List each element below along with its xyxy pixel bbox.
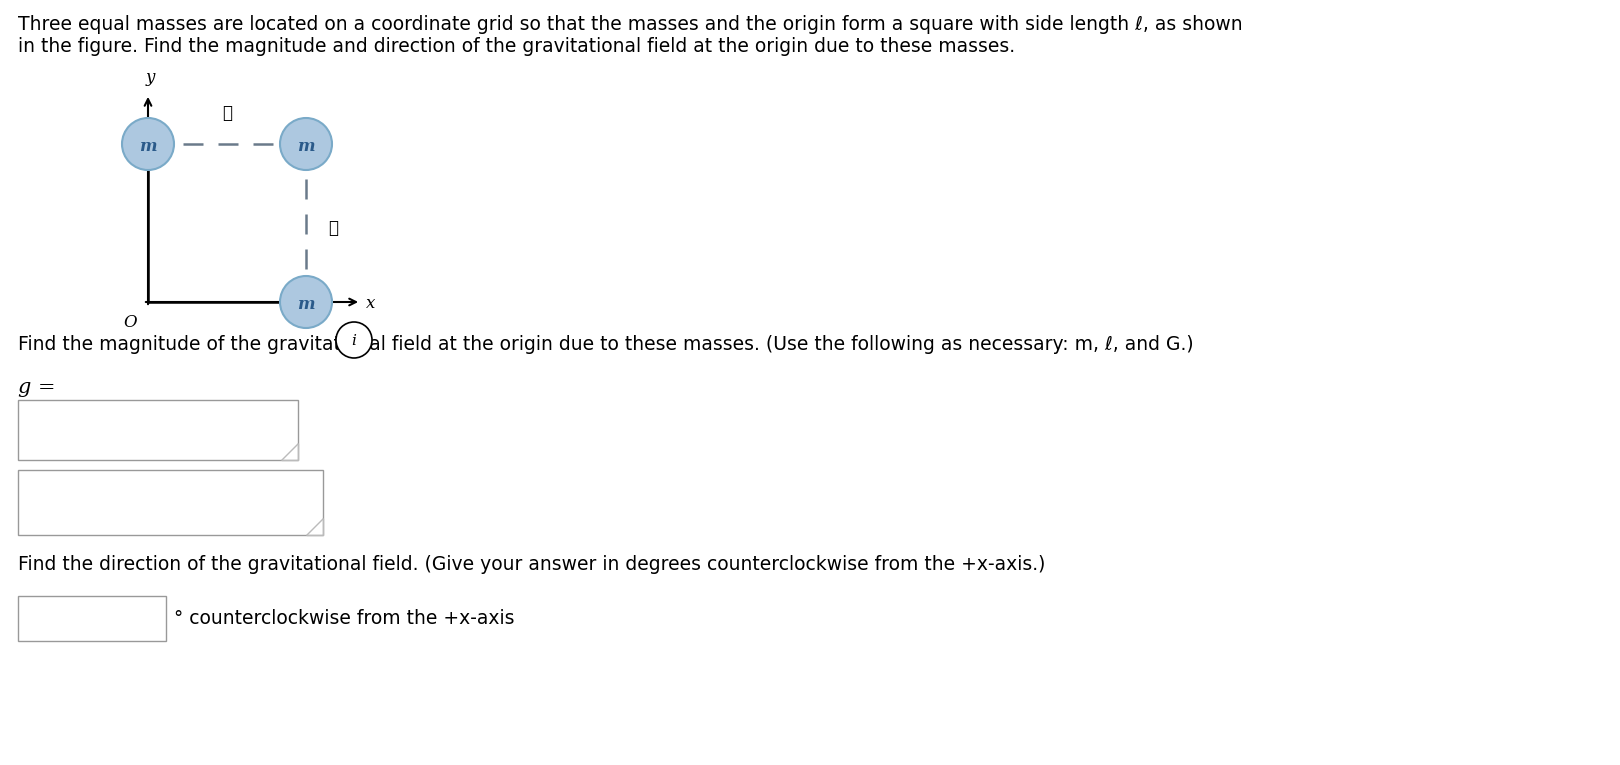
Circle shape <box>122 118 173 170</box>
Text: ℓ: ℓ <box>222 105 232 122</box>
Text: y: y <box>146 69 154 86</box>
Text: Three equal masses are located on a coordinate grid so that the masses and the o: Three equal masses are located on a coor… <box>18 15 1243 56</box>
Bar <box>18 400 298 460</box>
Text: m: m <box>139 138 157 155</box>
Text: i: i <box>352 334 356 348</box>
Text: Find the magnitude of the gravitational field at the origin due to these masses.: Find the magnitude of the gravitational … <box>18 335 1194 354</box>
Text: g =: g = <box>18 378 55 397</box>
Text: m: m <box>296 138 314 155</box>
Text: O: O <box>123 314 136 331</box>
Circle shape <box>335 322 373 358</box>
Circle shape <box>280 118 332 170</box>
Text: Find the direction of the gravitational field. (Give your answer in degrees coun: Find the direction of the gravitational … <box>18 555 1045 574</box>
Text: ℓ: ℓ <box>327 220 339 236</box>
Text: m: m <box>296 295 314 312</box>
Circle shape <box>280 276 332 328</box>
Text: x: x <box>366 295 376 311</box>
Bar <box>18 596 165 641</box>
Bar <box>18 470 322 535</box>
Text: ° counterclockwise from the +x-axis: ° counterclockwise from the +x-axis <box>173 608 515 627</box>
